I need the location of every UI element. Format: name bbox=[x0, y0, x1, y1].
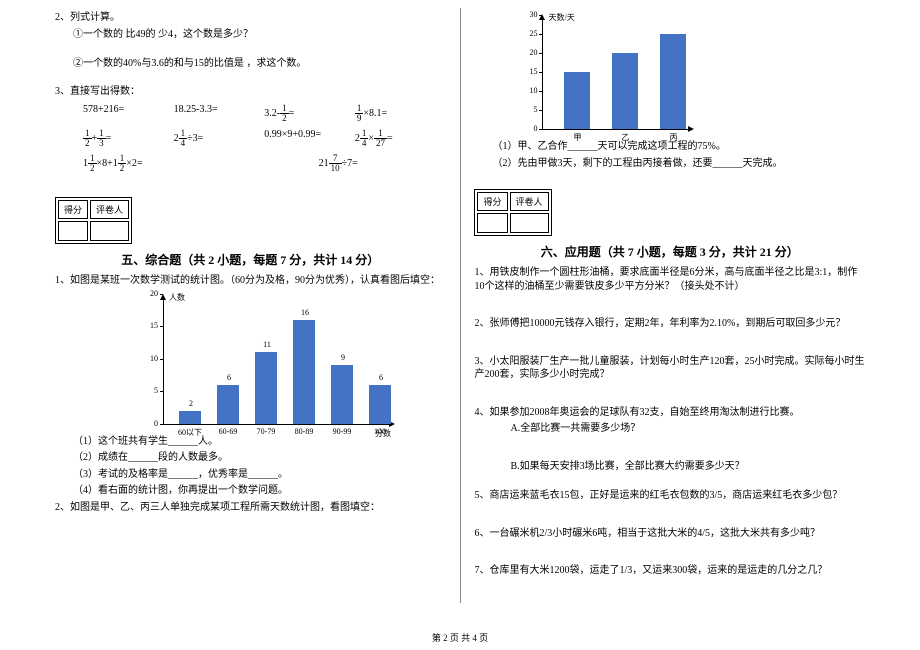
left-column: 2、列式计算。 ①一个数的 比49的 少4，这个数是多少？ ②一个数的40%与3… bbox=[45, 8, 456, 628]
s6q7: 7、仓库里有大米1200袋，运走了1/3，又运来300袋，运来的是运走的几分之几… bbox=[474, 564, 865, 578]
q2-head: 2、列式计算。 bbox=[55, 11, 446, 25]
score-box-left: 得分 评卷人 bbox=[55, 197, 132, 244]
score-box-right: 得分 评卷人 bbox=[474, 189, 551, 236]
math-row-1: 578+216= 18.25-3.3= 3.2-12= 19×8.1= bbox=[55, 104, 446, 123]
s6q1: 1、用铁皮制作一个圆柱形油桶，要求底面半径是6分米，高与底面半径之比是3:1，制… bbox=[474, 266, 865, 293]
s5q1: 1、如图是某班一次数学测试的统计图。（60分为及格，90分为优秀），认真看图后填… bbox=[55, 274, 446, 288]
section6-title: 六、应用题（共 7 小题，每题 3 分，共计 21 分） bbox=[474, 243, 865, 260]
s6q4: 4、如果参加2008年奥运会的足球队有32支，自始至终用淘汰制进行比赛。 bbox=[474, 406, 865, 420]
s6q5: 5、商店运来蓝毛衣15包，正好是运来的红毛衣包数的3/5，商店运来红毛衣多少包？ bbox=[474, 489, 865, 503]
math-row-2: 12+13= 214÷3= 0.99×9+0.99= 214×127= bbox=[55, 129, 446, 148]
q2a: ①一个数的 比49的 少4，这个数是多少？ bbox=[55, 28, 446, 42]
s5q1-3: （3）考试的及格率是______，优秀率是______。 bbox=[55, 468, 446, 482]
math-row-3: 112×8+112×2= 21710÷7= bbox=[55, 154, 446, 173]
right-column: 051015202530天数/天甲乙丙 （1）甲、乙合作______天可以完成这… bbox=[464, 8, 875, 628]
s6q3: 3、小太阳服装厂生产一批儿童服装，计划每小时生产120套，25小时完成。实际每小… bbox=[474, 355, 865, 382]
column-divider bbox=[460, 8, 461, 603]
s6q6: 6、一台碾米机2/3小时碾米6吨，相当于这批大米的4/5，这批大米共有多少吨？ bbox=[474, 527, 865, 541]
page-footer: 第 2 页 共 4 页 bbox=[0, 631, 920, 644]
s5q1-4: （4）看右面的统计图，你再提出一个数学问题。 bbox=[55, 484, 446, 498]
s5q2-2: （2）先由甲做3天，剩下的工程由丙接着做，还要______天完成。 bbox=[474, 157, 865, 171]
q3-head: 3、直接写出得数： bbox=[55, 85, 446, 99]
s5q1-2: （2）成绩在______段的人数最多。 bbox=[55, 451, 446, 465]
section5-title: 五、综合题（共 2 小题，每题 7 分，共计 14 分） bbox=[55, 251, 446, 268]
s6q4a: A.全部比赛一共需要多少场？ bbox=[474, 422, 865, 436]
s6q2: 2、张师傅把10000元钱存入银行，定期2年，年利率为2.10%，到期后可取回多… bbox=[474, 317, 865, 331]
chart-days: 051015202530天数/天甲乙丙 bbox=[514, 14, 694, 134]
s5q2: 2、如图是甲、乙、丙三人单独完成某项工程所需天数统计图，看图填空： bbox=[55, 501, 446, 515]
q2b: ②一个数的40%与3.6的和与15的比值是 ，求这个数。 bbox=[55, 57, 446, 71]
s6q4b: B.如果每天安排3场比赛，全部比赛大约需要多少天？ bbox=[474, 460, 865, 474]
chart-scores: 05101520人数分数260以下660-691170-791680-89990… bbox=[135, 294, 395, 429]
